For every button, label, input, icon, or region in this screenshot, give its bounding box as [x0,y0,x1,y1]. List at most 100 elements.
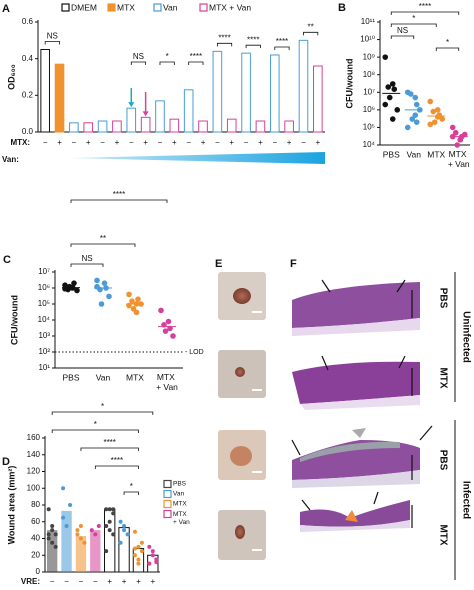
legend-swatch [163,479,172,489]
significance: **** [190,52,202,61]
point [104,507,109,512]
bar [54,63,65,133]
point [454,142,461,148]
point [165,318,172,325]
row-label: VRE: [21,577,40,586]
y-tick-label: 20 [31,550,40,559]
point [107,519,112,524]
point [111,511,116,516]
x-tick-label: Van [96,372,111,382]
x-tick-label: Van [407,149,422,159]
bar [226,118,237,133]
arrow-head [128,102,135,108]
y-tick-label: 100 [27,483,41,492]
point [78,523,83,528]
point [94,283,100,290]
panel-label: C [3,254,11,266]
legend-swatch [153,3,162,12]
point [412,112,419,118]
point [412,94,419,101]
y-tick-label: 10⁹ [363,52,375,61]
bar [47,530,58,572]
point [64,523,69,528]
panel-label: A [2,3,10,15]
point [389,116,396,122]
legend-label: MTX [117,2,135,12]
point [75,532,80,537]
bracket [274,46,290,50]
bar [40,49,50,133]
point [107,507,112,512]
point [133,309,140,316]
point [427,98,434,105]
y-tick-label: 10⁶ [363,105,375,114]
legend-label: MTX + Van [209,2,251,12]
point [162,328,169,334]
point [118,540,123,545]
bar [69,122,79,133]
point [389,81,396,87]
bar [255,120,266,133]
point [147,544,152,549]
x-tick-label: − [72,138,77,147]
point [46,532,51,537]
point [104,549,109,554]
x-tick-label: − [43,138,48,147]
point [461,131,468,138]
point [89,528,94,533]
x-tick-label: + [258,138,263,147]
y-tick-label: 10⁶ [38,283,50,292]
point [413,101,420,108]
y-tick-label: 10¹ [38,363,50,372]
bracket [51,429,139,433]
bar [298,39,309,133]
x-tick-label: + [122,577,127,586]
row-label: Van: [2,155,19,164]
significance: ** [308,22,314,31]
significance: * [446,38,449,47]
bar [126,107,137,133]
point [111,532,116,537]
point [439,116,446,122]
point [50,540,55,545]
x-tick-label: + [315,138,320,147]
x-tick-label: PBS [383,149,400,159]
point [132,546,137,551]
point [139,549,144,554]
point [170,333,176,339]
point [386,94,393,101]
x-tick-label: MTX [427,149,445,159]
row-label: PBS [437,450,448,471]
bracket [390,23,437,27]
y-tick-label: 160 [27,433,41,442]
bracket [159,61,175,65]
x-tick-label: + [150,577,155,586]
y-tick-label: 120 [27,467,41,476]
x-tick-label: − [158,138,163,147]
x-tick-label: PBS [62,372,79,382]
bar [198,120,208,133]
x-tick-label: − [129,138,134,147]
point [93,532,98,537]
legend-swatch [163,489,172,499]
bar [183,89,194,133]
point [50,523,55,528]
significance: * [101,402,104,411]
arrow-head [142,111,149,117]
x-tick-label: MTX + Van [156,372,178,392]
y-tick-label: 80 [31,500,40,509]
significance: NS [397,26,408,35]
lod-label: - LOD [185,349,204,356]
y-axis-label: CFU/wound [344,59,354,109]
point [132,529,137,534]
point [404,124,411,131]
y-tick-label: 10¹¹ [361,17,376,26]
point [82,540,87,545]
point [150,549,155,554]
point [46,507,51,512]
legend-swatch [61,3,70,12]
x-tick-label: + [57,138,62,147]
legend-label: MTX [173,501,187,508]
point [96,523,101,528]
x-tick-label: − [215,138,220,147]
